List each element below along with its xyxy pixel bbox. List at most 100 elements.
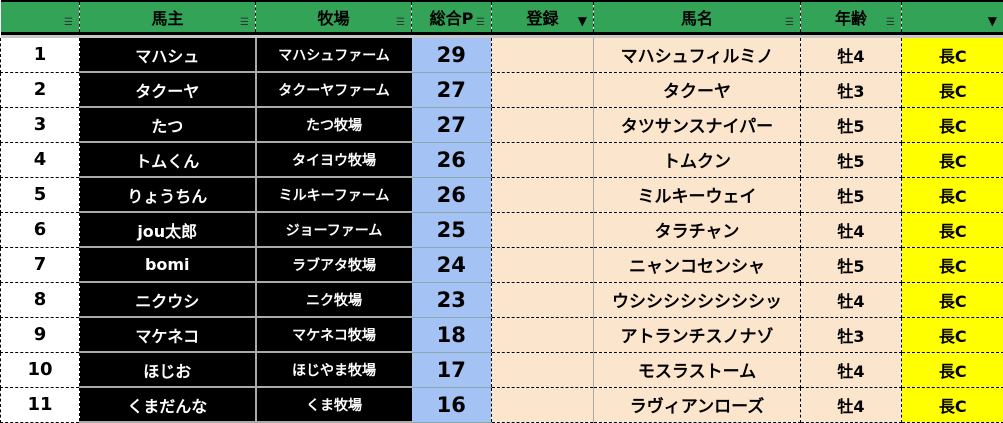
cell-owner[interactable]: ほじお [80, 352, 256, 387]
cell-dist[interactable]: 長C [902, 352, 1003, 387]
cell-points[interactable]: 17 [412, 352, 492, 387]
cell-horse[interactable]: タラチャン [594, 212, 801, 247]
cell-owner[interactable]: タクーヤ [80, 72, 256, 107]
cell-no[interactable]: 8 [1, 282, 80, 317]
cell-reg[interactable] [492, 387, 594, 422]
cell-horse[interactable]: ラヴィアンローズ [594, 387, 801, 422]
cell-farm[interactable]: ほじやま牧場 [256, 352, 412, 387]
cell-age[interactable]: 牡4 [801, 282, 902, 317]
cell-age[interactable]: 牡4 [801, 352, 902, 387]
cell-reg[interactable] [492, 212, 594, 247]
cell-horse[interactable]: モスラストーム [594, 352, 801, 387]
filter-icon[interactable]: ☰ [785, 17, 794, 28]
cell-age[interactable]: 牡4 [801, 38, 902, 72]
cell-no[interactable]: 6 [1, 212, 80, 247]
cell-no[interactable]: 9 [1, 317, 80, 352]
cell-points[interactable]: 26 [412, 177, 492, 212]
cell-no[interactable]: 7 [1, 247, 80, 282]
cell-age[interactable]: 牡4 [801, 212, 902, 247]
cell-age[interactable]: 牡5 [801, 177, 902, 212]
filter-icon[interactable]: ☰ [396, 17, 405, 28]
cell-horse[interactable]: ミルキーウェイ [594, 177, 801, 212]
filter-icon[interactable]: ☰ [886, 17, 895, 28]
filter-icon[interactable]: ☰ [476, 17, 485, 28]
cell-horse[interactable]: ウシシシシシシシシッ [594, 282, 801, 317]
cell-dist[interactable]: 長C [902, 282, 1003, 317]
cell-horse[interactable]: マハシュフィルミノ [594, 38, 801, 72]
cell-points[interactable]: 18 [412, 317, 492, 352]
cell-farm[interactable]: タイヨウ牧場 [256, 142, 412, 177]
cell-owner[interactable]: くまだんな [80, 387, 256, 422]
cell-owner[interactable]: ニクウシ [80, 282, 256, 317]
cell-reg[interactable] [492, 317, 594, 352]
cell-horse[interactable]: タツサンスナイパー [594, 107, 801, 142]
cell-points[interactable]: 27 [412, 107, 492, 142]
cell-no[interactable]: 5 [1, 177, 80, 212]
cell-reg[interactable] [492, 282, 594, 317]
cell-owner[interactable]: トムくん [80, 142, 256, 177]
cell-farm[interactable]: マハシュファーム [256, 38, 412, 72]
cell-age[interactable]: 牡5 [801, 107, 902, 142]
cell-age[interactable]: 牡4 [801, 387, 902, 422]
cell-reg[interactable] [492, 107, 594, 142]
cell-reg[interactable] [492, 142, 594, 177]
filter-active-icon[interactable]: ▼ [578, 14, 587, 28]
header-owner: 馬主☰ [80, 1, 256, 34]
cell-dist[interactable]: 長C [902, 72, 1003, 107]
cell-no[interactable]: 10 [1, 352, 80, 387]
cell-owner[interactable]: jou太郎 [80, 212, 256, 247]
cell-no[interactable]: 3 [1, 107, 80, 142]
cell-points[interactable]: 23 [412, 282, 492, 317]
cell-dist[interactable]: 長C [902, 317, 1003, 352]
cell-farm[interactable]: ミルキーファーム [256, 177, 412, 212]
cell-points[interactable]: 25 [412, 212, 492, 247]
filter-icon[interactable]: ☰ [240, 17, 249, 28]
cell-farm[interactable]: ラブアタ牧場 [256, 247, 412, 282]
cell-points[interactable]: 16 [412, 387, 492, 422]
cell-farm[interactable]: ジョーファーム [256, 212, 412, 247]
cell-reg[interactable] [492, 38, 594, 72]
cell-owner[interactable]: りょうちん [80, 177, 256, 212]
cell-horse[interactable]: アトランチスノナゾ [594, 317, 801, 352]
cell-points[interactable]: 29 [412, 38, 492, 72]
cell-horse[interactable]: ニャンコセンシャ [594, 247, 801, 282]
cell-points[interactable]: 27 [412, 72, 492, 107]
cell-horse[interactable]: トムクン [594, 142, 801, 177]
cell-dist[interactable]: 長C [902, 142, 1003, 177]
cell-no[interactable]: 1 [1, 38, 80, 72]
cell-dist[interactable]: 長C [902, 212, 1003, 247]
cell-owner[interactable]: マハシュ [80, 38, 256, 72]
cell-dist[interactable]: 長C [902, 38, 1003, 72]
cell-dist[interactable]: 長C [902, 387, 1003, 422]
cell-farm[interactable]: タクーヤファーム [256, 72, 412, 107]
cell-reg[interactable] [492, 352, 594, 387]
cell-dist[interactable]: 長C [902, 177, 1003, 212]
filter-icon[interactable]: ☰ [64, 17, 73, 28]
cell-owner[interactable]: マケネコ [80, 317, 256, 352]
cell-points[interactable]: 26 [412, 142, 492, 177]
cell-farm[interactable]: たつ牧場 [256, 107, 412, 142]
cell-points[interactable]: 24 [412, 247, 492, 282]
cell-horse[interactable]: タクーヤ [594, 72, 801, 107]
cell-dist[interactable]: 長C [902, 247, 1003, 282]
cell-age[interactable]: 牡3 [801, 317, 902, 352]
cell-age[interactable]: 牡5 [801, 142, 902, 177]
cell-reg[interactable] [492, 247, 594, 282]
cell-dist[interactable]: 長C [902, 107, 1003, 142]
cell-reg[interactable] [492, 177, 594, 212]
cell-no[interactable]: 11 [1, 387, 80, 422]
cell-age[interactable]: 牡5 [801, 247, 902, 282]
cell-owner[interactable]: たつ [80, 107, 256, 142]
cell-no[interactable]: 2 [1, 72, 80, 107]
cell-farm[interactable]: ニク牧場 [256, 282, 412, 317]
cell-farm[interactable]: くま牧場 [256, 387, 412, 422]
cell-no[interactable]: 4 [1, 142, 80, 177]
filter-active-icon[interactable]: ▼ [988, 14, 997, 28]
cell-farm[interactable]: マケネコ牧場 [256, 317, 412, 352]
cell-age[interactable]: 牡3 [801, 72, 902, 107]
cell-owner[interactable]: bomi [80, 247, 256, 282]
cell-reg[interactable] [492, 72, 594, 107]
